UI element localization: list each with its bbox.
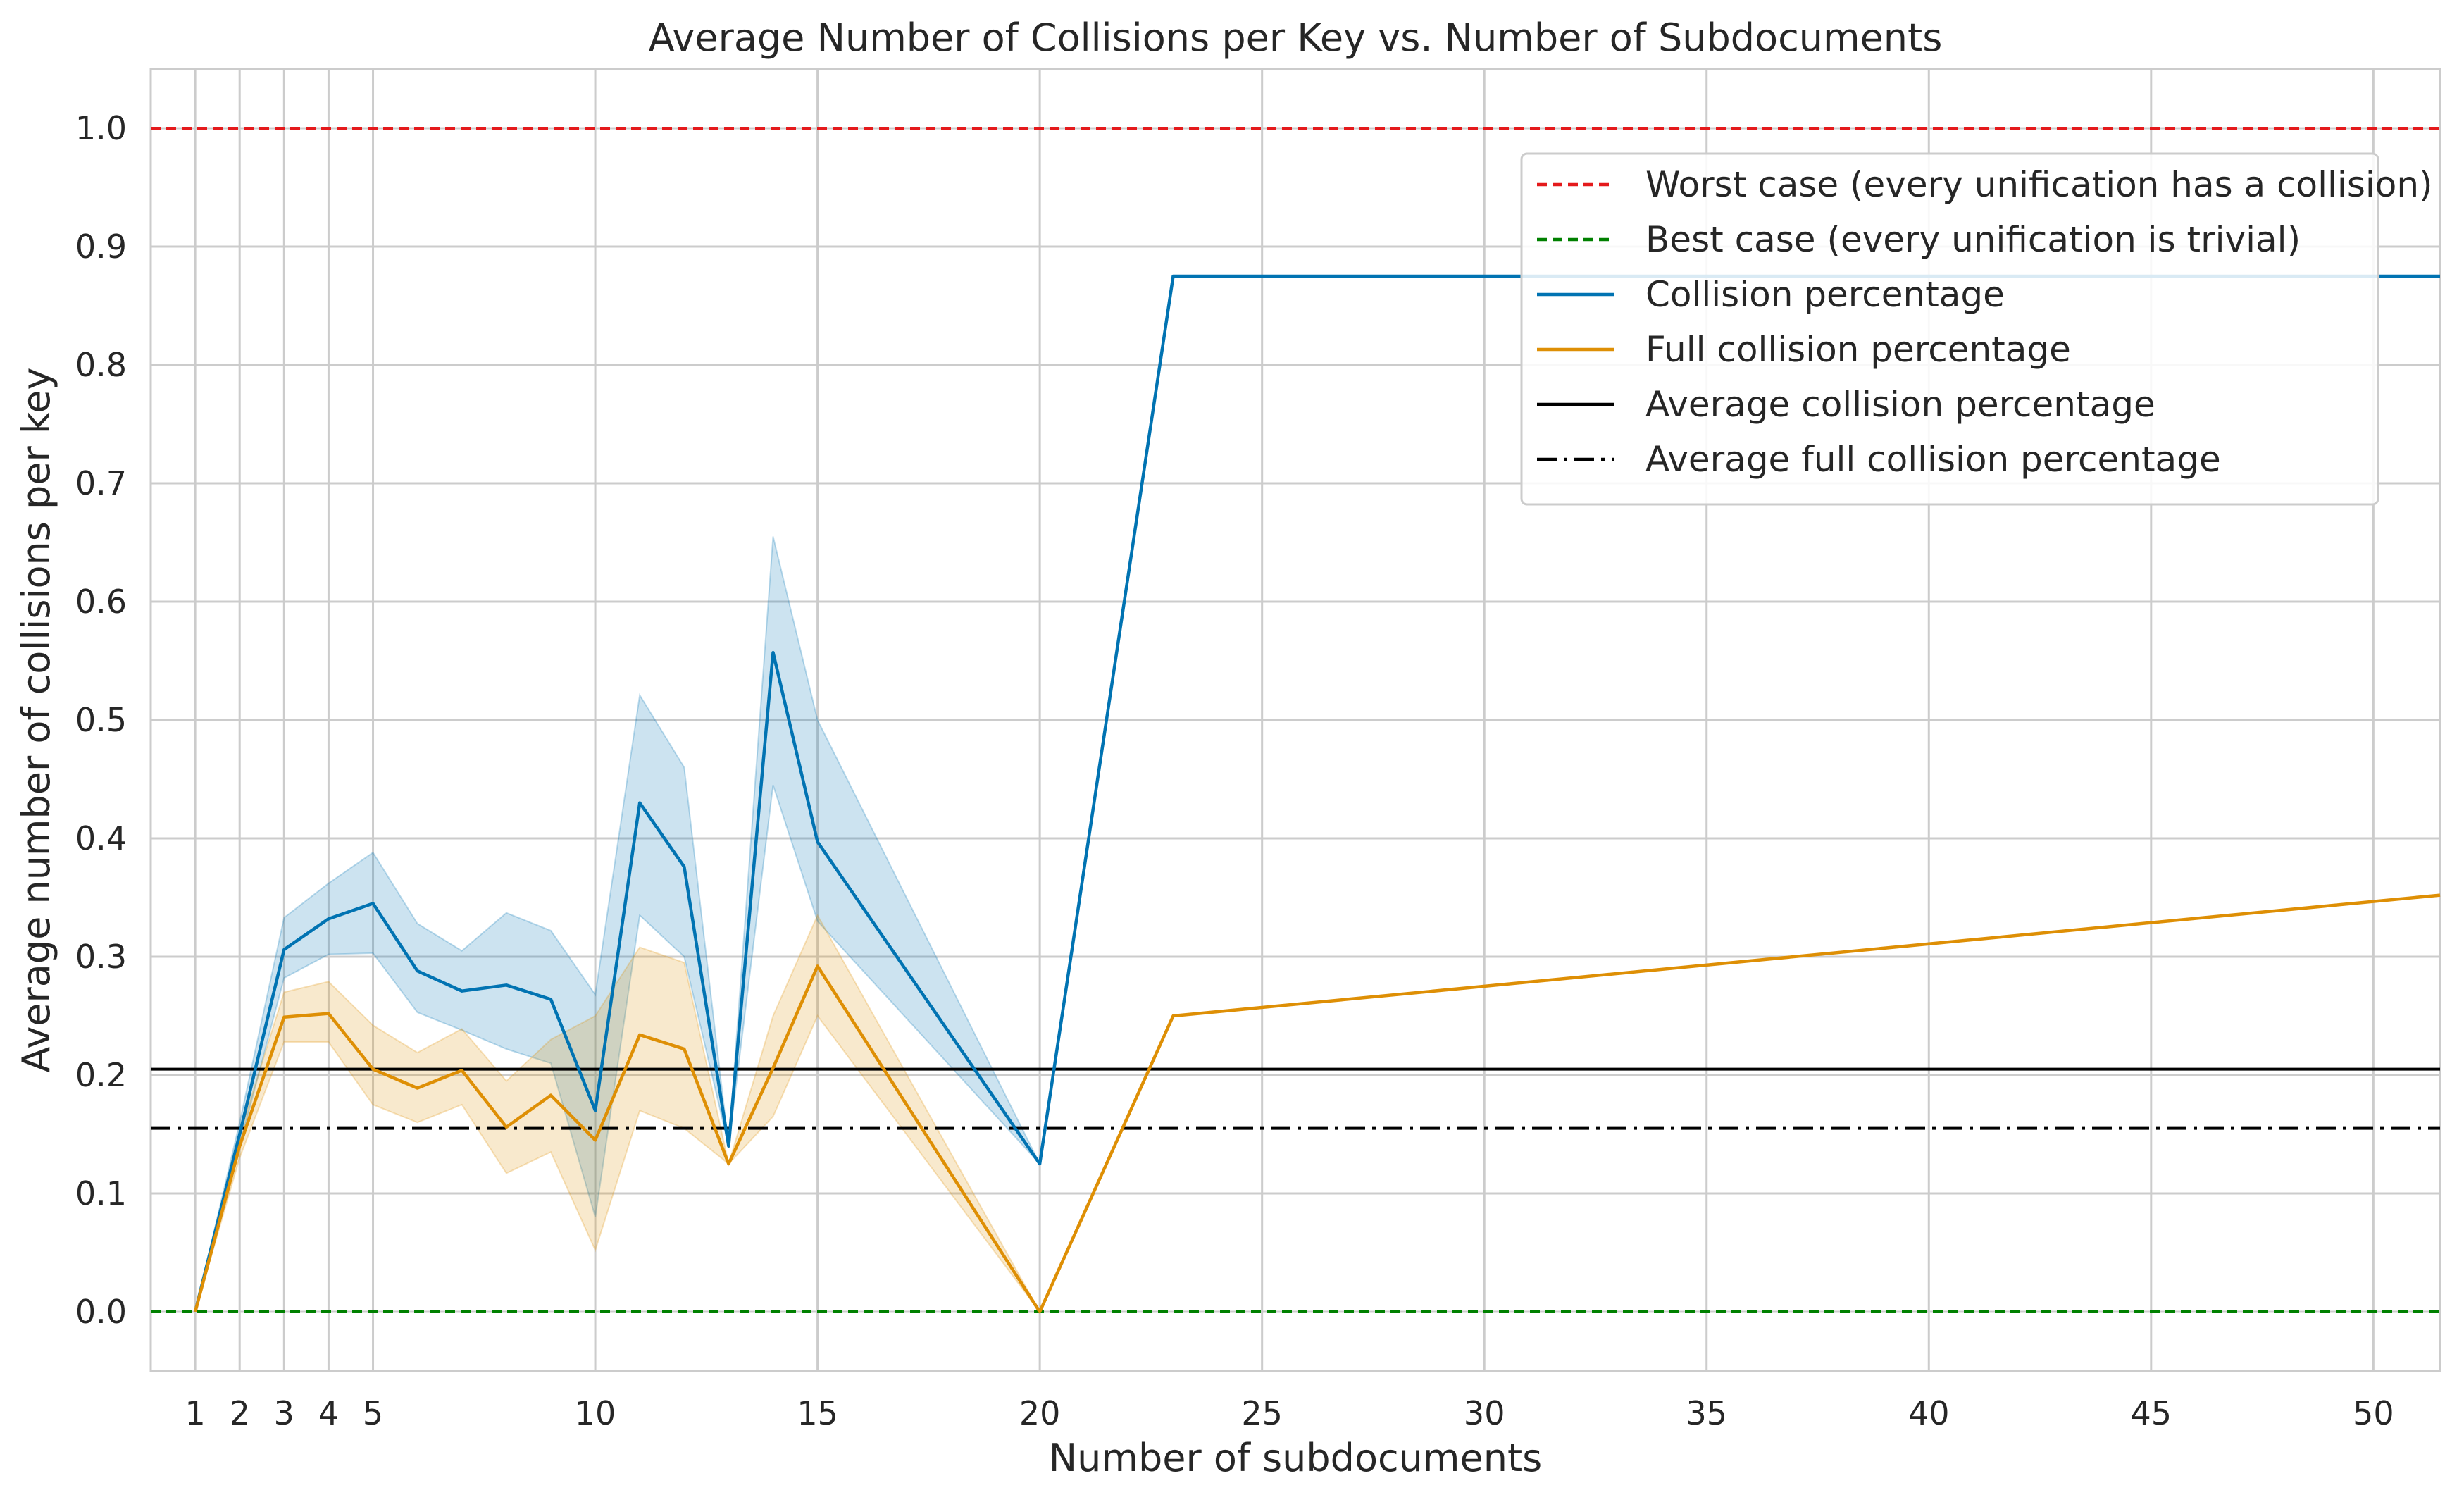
- x-tick-label: 20: [1019, 1394, 1061, 1432]
- y-tick-label: 0.0: [75, 1293, 127, 1331]
- chart-title: Average Number of Collisions per Key vs.…: [649, 15, 1943, 60]
- legend: Worst case (every unification has a coll…: [1520, 152, 2433, 506]
- legend-label: Full collision percentage: [1645, 329, 2071, 370]
- y-tick-label: 0.9: [75, 228, 127, 266]
- x-tick-label: 40: [1908, 1394, 1950, 1432]
- x-tick-label: 35: [1686, 1394, 1727, 1432]
- x-tick-label: 15: [797, 1394, 838, 1432]
- x-tick-label: 1: [185, 1394, 205, 1432]
- x-tick-label: 2: [230, 1394, 250, 1432]
- reference-lines: [151, 127, 2440, 1313]
- x-tick-label: 45: [2131, 1394, 2172, 1432]
- legend-frame: [1520, 152, 2379, 506]
- y-tick-label: 1.0: [75, 109, 127, 147]
- x-tick-label: 25: [1241, 1394, 1283, 1432]
- y-tick-label: 0.2: [75, 1056, 127, 1094]
- x-axis-label: Number of subdocuments: [1049, 1436, 1543, 1480]
- y-tick-label: 0.6: [75, 583, 127, 621]
- x-tick-label: 4: [318, 1394, 339, 1432]
- x-tick-label: 5: [363, 1394, 383, 1432]
- x-tick-label: 50: [2353, 1394, 2394, 1432]
- grid-layer: [151, 69, 2440, 1371]
- y-axis-label: Average number of collisions per key: [14, 368, 58, 1073]
- series-line: [193, 893, 2441, 1314]
- legend-label: Collision percentage: [1645, 274, 2005, 315]
- y-tick-label: 0.5: [75, 701, 127, 739]
- x-tick-label: 30: [1464, 1394, 1505, 1432]
- series-lines: [193, 274, 2441, 1314]
- series-line: [193, 274, 2440, 1312]
- y-tick-label: 0.1: [75, 1174, 127, 1212]
- x-tick-label: 3: [274, 1394, 294, 1432]
- y-tick-label: 0.3: [75, 938, 127, 976]
- y-tick-label: 0.8: [75, 346, 127, 384]
- x-tick-labels: 1 2 3 4 5 10 15 20 25 30 35 40 45 50: [185, 1394, 2394, 1432]
- legend-label: Average full collision percentage: [1645, 439, 2221, 480]
- x-tick-label: 10: [575, 1394, 616, 1432]
- legend-label: Average collision percentage: [1645, 384, 2155, 425]
- legend-label: Best case (every unification is trivial): [1645, 219, 2301, 260]
- y-tick-labels: 0.0 0.1 0.2 0.3 0.4 0.5 0.6 0.7 0.8 0.9 1.0: [75, 109, 127, 1331]
- y-tick-label: 0.7: [75, 464, 127, 502]
- y-tick-label: 0.4: [75, 819, 127, 857]
- legend-label: Worst case (every unification has a coll…: [1645, 164, 2433, 205]
